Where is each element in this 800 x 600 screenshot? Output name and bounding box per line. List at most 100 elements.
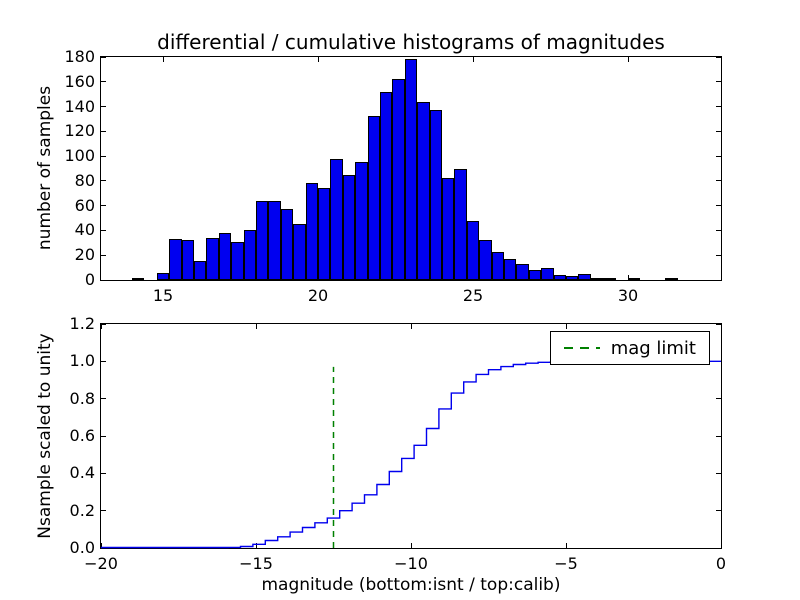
y-tick — [101, 398, 106, 400]
x-tick — [565, 543, 567, 548]
y-tick — [716, 472, 721, 474]
histogram-bar — [516, 263, 529, 280]
histogram-bar — [342, 174, 356, 280]
histogram-bar — [392, 79, 405, 280]
x-tick — [472, 57, 474, 62]
cumulative-curve-svg — [101, 360, 721, 549]
y-tick-label: 20 — [74, 245, 95, 265]
y-tick — [716, 81, 721, 83]
y-tick — [101, 130, 106, 132]
histogram-bar — [330, 158, 343, 280]
y-tick — [101, 360, 106, 362]
histogram-bar — [218, 232, 232, 280]
y-tick-label: 180 — [64, 47, 95, 66]
histogram-bar — [603, 277, 616, 280]
histogram-bar — [553, 275, 566, 280]
x-tick-label: 20 — [307, 286, 329, 305]
x-tick — [255, 324, 257, 329]
histogram-bar — [243, 230, 256, 280]
histogram-bar — [528, 270, 542, 280]
x-tick-label: 30 — [617, 286, 639, 305]
histogram-bar — [355, 162, 368, 280]
y-tick-label: 0.8 — [69, 388, 95, 408]
histogram-bar — [156, 272, 170, 280]
y-tick-label: 1.0 — [69, 351, 95, 371]
y-tick — [101, 435, 106, 437]
histogram-bar — [566, 276, 579, 280]
histogram-bar — [541, 267, 554, 280]
y-tick — [716, 229, 721, 231]
y-tick — [716, 279, 721, 281]
legend-box: mag limit — [549, 331, 710, 365]
histogram-bar — [169, 239, 182, 280]
x-tick — [627, 57, 629, 62]
y-tick — [716, 323, 721, 325]
y-tick — [101, 229, 106, 231]
y-tick-label: 160 — [64, 71, 95, 91]
x-tick — [720, 543, 722, 548]
y-tick — [101, 279, 106, 281]
histogram-bar — [404, 59, 418, 280]
x-tick — [100, 324, 102, 329]
histogram-bar — [380, 91, 393, 280]
histogram-bar — [305, 183, 318, 280]
x-tick-label: −5 — [554, 554, 578, 573]
y-tick-label: 60 — [74, 195, 95, 215]
histogram-bar — [268, 200, 281, 280]
x-tick — [565, 324, 567, 329]
x-tick-label: −15 — [239, 554, 273, 573]
y-tick — [716, 155, 721, 157]
histogram-bar — [578, 273, 591, 280]
cumulative-step-curve — [101, 360, 721, 549]
x-tick-label: 25 — [462, 286, 484, 305]
histogram-bar — [504, 258, 517, 280]
x-tick-label: 0 — [715, 554, 727, 573]
histogram-bar — [491, 251, 504, 280]
y-tick-label: 40 — [74, 220, 95, 240]
y-tick-label: 0.0 — [69, 538, 95, 557]
histogram-bar — [479, 240, 492, 280]
x-tick — [627, 275, 629, 280]
x-tick — [162, 57, 164, 62]
histogram-bar — [231, 241, 244, 280]
figure-title: differential / cumulative histograms of … — [157, 30, 665, 54]
y-tick — [101, 81, 106, 83]
y-tick — [101, 155, 106, 157]
x-tick — [100, 543, 102, 548]
histogram-bar — [454, 168, 467, 280]
y-tick-label: 0.4 — [69, 463, 95, 483]
y-tick — [716, 510, 721, 512]
histogram-bar — [590, 278, 604, 280]
y-tick — [101, 510, 106, 512]
x-tick — [317, 57, 319, 62]
histogram-bar — [417, 101, 430, 280]
cumulative-histogram-plot: mag limit −20 −15 −10 −5 0 0.0 0.2 0.4 0.6 0.8 1.0… — [70, 314, 727, 573]
y-tick-label: 0 — [84, 270, 95, 289]
y-tick — [716, 254, 721, 256]
y-tick — [101, 205, 106, 207]
y-tick — [716, 180, 721, 182]
y-tick — [716, 205, 721, 207]
histogram-bar — [132, 277, 145, 280]
histogram-bar — [181, 240, 194, 280]
x-tick — [410, 543, 412, 548]
y-tick — [716, 398, 721, 400]
y-tick — [716, 547, 721, 549]
histogram-bar — [280, 209, 294, 280]
x-tick — [255, 543, 257, 548]
histogram-bar — [367, 116, 380, 280]
x-tick-label: −20 — [84, 554, 118, 573]
x-tick — [720, 324, 722, 329]
y-tick — [101, 472, 106, 474]
y-tick-label: 1.2 — [69, 314, 95, 333]
legend-label: mag limit — [610, 337, 696, 359]
histogram-bar — [293, 224, 306, 280]
differential-histogram-plot: 15 20 25 30 0 20 40 60 80 100 120 140 160 180 — [64, 47, 722, 305]
x-tick — [410, 324, 412, 329]
histogram-bar — [206, 237, 219, 280]
histogram-bar — [194, 261, 207, 280]
y-tick-label: 140 — [64, 96, 95, 116]
y-tick — [101, 180, 106, 182]
histogram-bar — [628, 278, 641, 280]
